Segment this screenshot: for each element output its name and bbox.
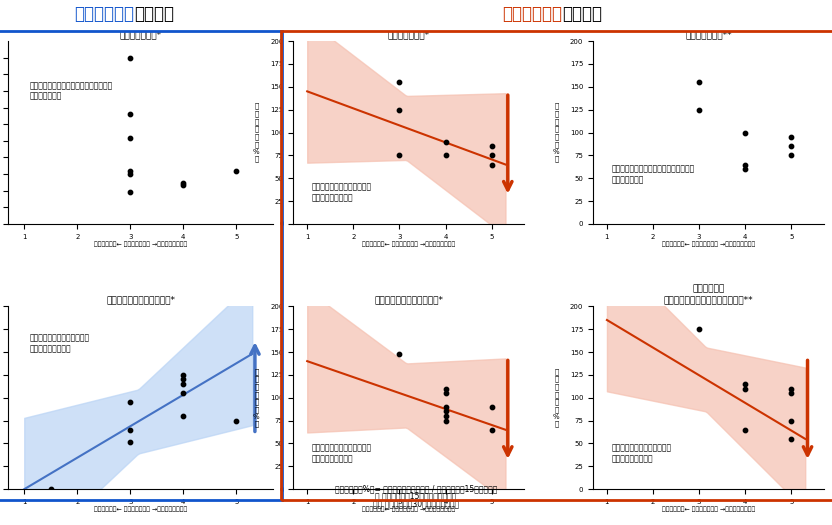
Point <box>176 375 190 384</box>
X-axis label: 硬くなった　← どちらでもない →　柔らかくなった: 硬くなった ← どちらでもない → 柔らかくなった <box>661 506 755 512</box>
Text: との相関: との相関 <box>562 5 602 23</box>
Point <box>44 485 57 494</box>
Point <box>176 389 190 397</box>
Text: ＊ マッサージの15分後に唾液を採取: ＊ マッサージの15分後に唾液を採取 <box>375 492 457 501</box>
Point <box>785 133 798 141</box>
Point <box>739 128 752 136</box>
Point <box>785 416 798 425</box>
Point <box>176 371 190 379</box>
Text: マッサージのみの実施とオキシトシンに
相関はなかった: マッサージのみの実施とオキシトシンに 相関はなかった <box>29 81 113 100</box>
Point <box>785 384 798 393</box>
Point <box>439 403 453 411</box>
Y-axis label: 濃
度
の
変
化
（
%
）: 濃 度 の 変 化 （ % ） <box>552 103 559 162</box>
Point <box>124 166 137 175</box>
Point <box>176 380 190 388</box>
X-axis label: 硬くなった　← どちらでもない →　柔らかくなった: 硬くなった ← どちらでもない → 柔らかくなった <box>661 241 755 247</box>
Point <box>176 181 190 190</box>
Point <box>124 170 137 178</box>
Title: マッサージ＋
頭皮直当てヘッド＋液噴射タイプ**: マッサージ＋ 頭皮直当てヘッド＋液噴射タイプ** <box>664 285 753 304</box>
Point <box>692 78 706 87</box>
Point <box>785 151 798 160</box>
Point <box>124 188 137 196</box>
Point <box>393 350 406 358</box>
Point <box>439 407 453 416</box>
Point <box>739 165 752 173</box>
Title: マッサージのみ*: マッサージのみ* <box>120 30 162 39</box>
Point <box>439 138 453 146</box>
Text: 柔らかくなったと感じるほど
コルチゾールが減少: 柔らかくなったと感じるほど コルチゾールが減少 <box>612 444 671 463</box>
Point <box>485 160 498 169</box>
Point <box>439 412 453 420</box>
Point <box>692 106 706 114</box>
Title: マッサージのみ**: マッサージのみ** <box>685 30 731 39</box>
Point <box>393 151 406 160</box>
Point <box>439 384 453 393</box>
Point <box>124 426 137 434</box>
Text: 柔らかくなったと感じるほど
コルチゾールが減少: 柔らかくなったと感じるほど コルチゾールが減少 <box>312 444 372 463</box>
Title: マッサージ＋泡噴射タイプ*: マッサージ＋泡噴射タイプ* <box>374 295 443 304</box>
Point <box>785 435 798 443</box>
Y-axis label: 濃
度
の
変
化
（
%
）: 濃 度 の 変 化 （ % ） <box>552 368 559 427</box>
Point <box>230 416 243 425</box>
Y-axis label: 濃
度
の
変
化
（
%
）: 濃 度 の 変 化 （ % ） <box>252 368 259 427</box>
Point <box>176 178 190 187</box>
Point <box>485 151 498 160</box>
Point <box>485 426 498 434</box>
Point <box>485 403 498 411</box>
Point <box>692 325 706 333</box>
Title: マッサージのみ*: マッサージのみ* <box>388 30 429 39</box>
Text: マッサージのみの実施とコルチゾールに
相関はなかった: マッサージのみの実施とコルチゾールに 相関はなかった <box>612 164 695 184</box>
Point <box>176 412 190 420</box>
Point <box>739 426 752 434</box>
Text: ＊＊ マッサージの30分後に唾液を採取: ＊＊ マッサージの30分後に唾液を採取 <box>373 499 459 508</box>
Text: オキシトシン: オキシトシン <box>74 5 134 23</box>
Point <box>739 160 752 169</box>
Point <box>439 151 453 160</box>
Point <box>124 133 137 142</box>
Text: との相関: との相関 <box>134 5 174 23</box>
Point <box>124 398 137 406</box>
Text: 柔らかくなったと感じるほど
オキシトシンが増加: 柔らかくなったと感じるほど オキシトシンが増加 <box>29 334 90 353</box>
Point <box>485 142 498 151</box>
Point <box>785 389 798 397</box>
Point <box>230 166 243 175</box>
Text: 柔らかくなったと感じるほど
コルチゾールが減少: 柔らかくなったと感じるほど コルチゾールが減少 <box>312 183 372 202</box>
Text: 濃度の変化（%）= 各採取ポイントの濃度 / マッサージの15分前の濃度: 濃度の変化（%）= 各採取ポイントの濃度 / マッサージの15分前の濃度 <box>334 485 498 494</box>
Point <box>124 54 137 62</box>
Point <box>439 389 453 397</box>
X-axis label: 硬くなった　← どちらでもない →　柔らかくなった: 硬くなった ← どちらでもない → 柔らかくなった <box>362 506 455 512</box>
Point <box>439 416 453 425</box>
Point <box>739 384 752 393</box>
Point <box>739 380 752 388</box>
X-axis label: 硬くなった　← どちらでもない →　柔らかくなった: 硬くなった ← どちらでもない → 柔らかくなった <box>94 506 187 512</box>
Point <box>124 110 137 119</box>
Point <box>124 437 137 446</box>
Title: マッサージ＋泡噴射タイプ*: マッサージ＋泡噴射タイプ* <box>106 295 176 304</box>
Point <box>393 78 406 87</box>
Y-axis label: 濃
度
の
変
化
（
%
）: 濃 度 の 変 化 （ % ） <box>252 103 259 162</box>
X-axis label: 硬くなった　← どちらでもない →　柔らかくなった: 硬くなった ← どちらでもない → 柔らかくなった <box>362 241 455 247</box>
X-axis label: 硬くなった　← どちらでもない →　柔らかくなった: 硬くなった ← どちらでもない → 柔らかくなった <box>94 241 187 247</box>
Point <box>785 142 798 151</box>
Point <box>393 106 406 114</box>
Text: コルチゾール: コルチゾール <box>502 5 562 23</box>
